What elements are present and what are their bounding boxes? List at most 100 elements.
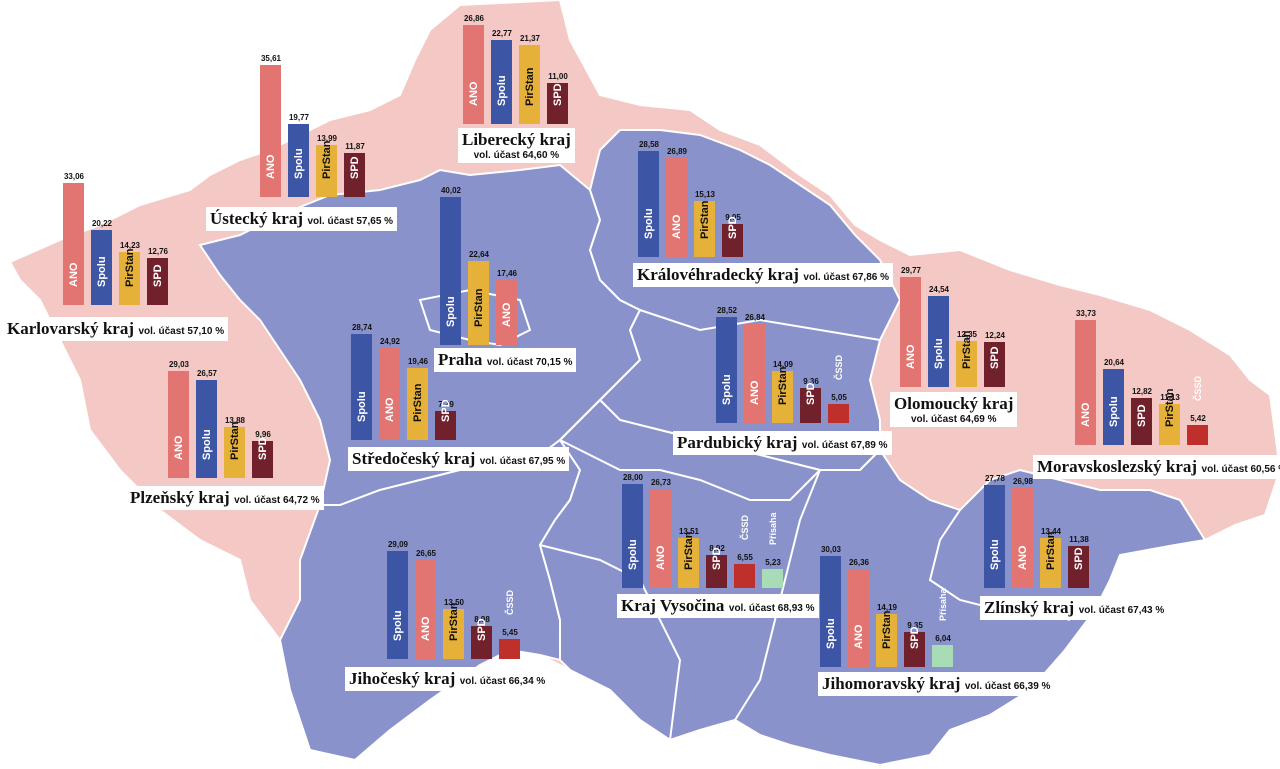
- bar-vysocina-přísaha: [762, 569, 783, 588]
- region-jihocesky: 29,09 Spolu 26,65 ANO 13,50 PirStan 8,98 SPD 5,4…: [387, 527, 537, 659]
- bar-value-label: 8,92: [709, 544, 725, 553]
- bar-value-label: 26,86: [463, 14, 485, 23]
- party-name: Spolu: [355, 391, 368, 422]
- bar-party-label: ANO: [744, 327, 765, 417]
- region-title-stredocesky: Středočeský kraj vol. účast 67,95 %: [348, 447, 570, 472]
- bar-party-label: PirStan: [876, 571, 897, 661]
- region-turnout: vol. účast 67,89 %: [801, 440, 888, 451]
- bar-value-label: 13,44: [1040, 527, 1062, 536]
- bar-party-label: Spolu: [351, 344, 372, 434]
- bar-party-label: SPD: [471, 563, 492, 653]
- bar-group: 28,52 Spolu 26,84 ANO 14,09 PirStan 9,36 SPD 5,0…: [716, 293, 866, 423]
- bar-value-label: 7,79: [438, 400, 454, 409]
- bar-party-label: ČSSD: [734, 510, 755, 550]
- bar-jihomoravsky-přísaha: [932, 645, 953, 667]
- region-zlinsky: 27,78 Spolu 26,98 ANO 13,44 PirStan 11,38 SPD: [984, 474, 1104, 588]
- region-title-jihocesky: Jihočeský kraj vol. účast 66,34 %: [345, 667, 550, 692]
- bar-value-label: 17,46: [496, 269, 518, 278]
- bar-ustecky-spolu: [288, 124, 309, 197]
- bar-party-label: SPD: [1068, 492, 1089, 582]
- bar-vysocina-spd: [706, 555, 727, 588]
- bar-value-label: 9,36: [803, 377, 819, 386]
- bar-zlinsky-ano: [1012, 488, 1033, 588]
- bar-party-label: ČSSD: [499, 585, 520, 625]
- party-name: Spolu: [1107, 396, 1120, 427]
- bar-party-label: Spolu: [984, 492, 1005, 582]
- bar-value-label: 6,55: [737, 553, 753, 562]
- party-name: ANO: [1016, 545, 1029, 570]
- party-name: PirStan: [960, 330, 973, 369]
- bar-party-label: ANO: [496, 249, 517, 339]
- party-name: ANO: [1079, 402, 1092, 427]
- region-title-olomoucky: Olomoucký kraj vol. účast 64,69 %: [890, 392, 1018, 428]
- party-name: SPD: [988, 346, 1001, 369]
- region-plzensky: 29,03 ANO 26,57 Spolu 13,88 PirStan 9,96 SPD: [168, 354, 288, 478]
- bar-olomoucky-spd: [984, 342, 1005, 387]
- party-name: ANO: [748, 380, 761, 405]
- bar-party-label: ČSSD: [1187, 371, 1208, 411]
- bar-value-label: 20,22: [91, 219, 113, 228]
- bar-jihomoravsky-spd: [904, 632, 925, 667]
- bar-value-label: 21,37: [519, 34, 541, 43]
- party-name: ANO: [419, 616, 432, 641]
- bar-party-label: PirStan: [694, 161, 715, 251]
- bar-liberecky-pirstan: [519, 45, 540, 124]
- bar-stredocesky-ano: [379, 348, 400, 440]
- party-name: ANO: [467, 81, 480, 106]
- region-jihomoravsky: 30,03 Spolu 26,36 ANO 14,19 PirStan 9,35 SPD 6,0…: [820, 485, 970, 667]
- region-olomoucky: 29,77 ANO 24,54 Spolu 12,35 PirStan 12,24 SPD: [900, 250, 1020, 387]
- bar-group: 28,74 Spolu 24,92 ANO 19,46 PirStan 7,79 SPD: [351, 313, 471, 440]
- region-title-ustecky: Ústecký kraj vol. účast 57,65 %: [206, 207, 398, 232]
- bar-party-label: Spolu: [1103, 349, 1124, 439]
- bar-group: 29,77 ANO 24,54 Spolu 12,35 PirStan 12,24 SPD: [900, 250, 1020, 387]
- bar-moravskoslezsky-spolu: [1103, 369, 1124, 445]
- bar-zlinsky-spd: [1068, 546, 1089, 588]
- bar-value-label: 8,98: [474, 615, 490, 624]
- bar-olomoucky-pirstan: [956, 341, 977, 387]
- party-name: SPD: [726, 216, 739, 239]
- region-moravskoslezsky: 33,73 ANO 20,64 Spolu 12,82 SPD 11,13 PirStan 5,…: [1075, 290, 1225, 445]
- party-name: SPD: [475, 618, 488, 641]
- party-name: PirStan: [123, 248, 136, 287]
- bar-value-label: 35,61: [260, 54, 282, 63]
- bar-jihomoravsky-ano: [848, 569, 869, 667]
- bar-plzensky-pirstan: [224, 427, 245, 478]
- bar-stredocesky-spolu: [351, 334, 372, 440]
- party-name: Spolu: [200, 429, 213, 460]
- bar-party-label: Přísaha: [762, 512, 783, 555]
- party-name: PirStan: [682, 531, 695, 570]
- party-name: SPD: [710, 547, 723, 570]
- bar-value-label: 14,09: [772, 360, 794, 369]
- bar-party-label: PirStan: [678, 492, 699, 582]
- region-title-vysocina: Kraj Vysočina vol. účast 68,93 %: [617, 594, 819, 619]
- bar-ustecky-spd: [344, 153, 365, 197]
- bar-party-label: Spolu: [387, 563, 408, 653]
- region-turnout: vol. účast 67,86 %: [803, 272, 890, 283]
- bar-moravskoslezsky-pirstan: [1159, 404, 1180, 445]
- party-name: Spolu: [391, 610, 404, 641]
- region-title-praha: Praha vol. účast 70,15 %: [434, 348, 577, 373]
- region-ustecky: 35,61 ANO 19,77 Spolu 13,99 PirStan 11,87 SPD: [260, 40, 380, 197]
- region-title-kralovehradecky: Královéhradecký kraj vol. účast 67,86 %: [633, 263, 894, 288]
- bar-plzensky-ano: [168, 371, 189, 478]
- region-turnout: vol. účast 60,56 %: [1201, 464, 1280, 475]
- bar-value-label: 26,98: [1012, 477, 1034, 486]
- bar-praha-spolu: [440, 197, 461, 345]
- region-name: Liberecký kraj: [462, 130, 571, 149]
- party-name: PirStan: [320, 140, 333, 179]
- bar-liberecky-ano: [463, 25, 484, 124]
- bar-value-label: 12,82: [1131, 387, 1153, 396]
- party-name: SPD: [1072, 547, 1085, 570]
- bar-vysocina-ano: [650, 489, 671, 588]
- bar-jihocesky-spolu: [387, 551, 408, 659]
- bar-party-label: SPD: [904, 571, 925, 661]
- party-name: SPD: [908, 626, 921, 649]
- bar-value-label: 5,45: [502, 628, 518, 637]
- party-name: PirStan: [472, 288, 485, 327]
- bar-party-label: PirStan: [519, 28, 540, 118]
- party-name: Spolu: [495, 75, 508, 106]
- bar-value-label: 40,02: [440, 186, 462, 195]
- bar-value-label: 26,84: [744, 313, 766, 322]
- bar-party-label: SPD: [984, 291, 1005, 381]
- bar-party-label: Spolu: [928, 291, 949, 381]
